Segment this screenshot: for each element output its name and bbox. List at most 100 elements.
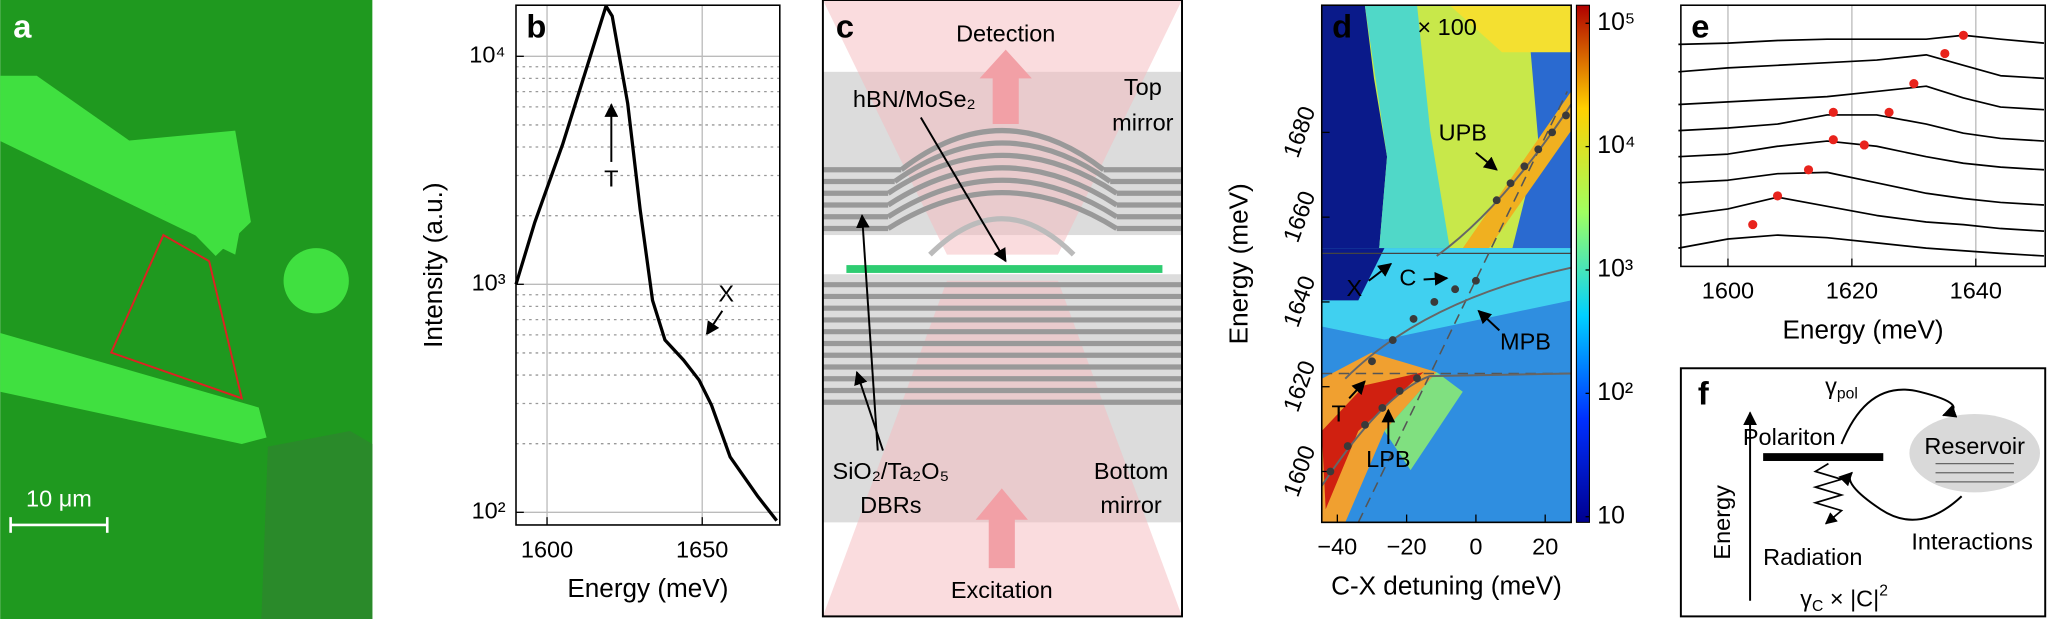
label: T — [604, 165, 618, 191]
gamma-pol: γpol — [1825, 373, 1858, 402]
pointer — [856, 214, 879, 451]
label: × |C| — [1823, 586, 1879, 612]
peak-marker — [1772, 191, 1783, 201]
plot-frame — [515, 4, 781, 526]
peak-marker — [1828, 135, 1838, 145]
panel-b-notes: T X — [604, 103, 734, 336]
heatmap — [1321, 5, 1572, 523]
dbr-top — [822, 127, 1183, 257]
beam — [822, 280, 1183, 617]
peak-marker — [1748, 220, 1758, 230]
x-tick-label: 1600 — [1702, 278, 1754, 304]
peak-marker — [1803, 165, 1814, 175]
polariton-level — [1763, 453, 1884, 461]
label: Energy — [1709, 485, 1735, 560]
flake — [0, 333, 267, 445]
x-tick-label: −40 — [1317, 534, 1357, 560]
label: DBRs — [860, 492, 921, 518]
x-tick-label: 20 — [1532, 534, 1558, 560]
plot-frame — [1680, 4, 2047, 268]
label: f — [1698, 374, 1709, 411]
data-point — [1343, 442, 1352, 450]
label: Detection — [956, 20, 1055, 46]
flake — [283, 248, 349, 314]
fit — [1344, 266, 1572, 380]
data-point — [1492, 196, 1501, 205]
label: Polariton — [1743, 424, 1836, 450]
radiation-wave — [1812, 462, 1845, 525]
label: × 100 — [1417, 14, 1476, 40]
panel-d-notes: × 100 X C T UPB MPB LPB — [1332, 14, 1551, 472]
beam — [822, 0, 1183, 255]
panel-d: −40 −20 0 20 1600 1620 1640 1660 1680 d C-X detuni… — [1224, 4, 1636, 601]
data-line — [514, 4, 778, 522]
arrow-int — [1838, 471, 1963, 521]
colorbar-label: 10⁴ — [1597, 132, 1635, 159]
region — [1321, 248, 1385, 301]
pointer — [854, 370, 884, 451]
x-axis-label: C-X detuning (meV) — [1331, 571, 1562, 601]
label: X — [1347, 275, 1363, 301]
y-axis-label: Energy (meV) — [1224, 183, 1254, 344]
region — [1321, 5, 1388, 249]
gamma-c: γC × |C|2 — [1800, 583, 1888, 616]
label: Radiation — [1763, 544, 1862, 570]
data-point — [1534, 145, 1543, 154]
panel-c: c Detection hBN/MoSe₂ Top mirror SiO₂/Ta… — [821, 0, 1183, 618]
arrow — [1423, 271, 1449, 286]
panel-a: a 10 μm — [0, 0, 373, 619]
frame — [821, 0, 1183, 618]
data-line — [1678, 196, 2045, 232]
label: γ — [1825, 373, 1837, 399]
data-point — [1326, 467, 1335, 476]
data-line — [1678, 85, 2045, 111]
flake — [124, 130, 251, 256]
peak-marker — [1909, 79, 1919, 89]
data-line — [1678, 171, 2045, 206]
region — [1321, 372, 1424, 510]
data-line — [1678, 140, 2045, 171]
label: C — [1399, 265, 1416, 291]
label: Interactions — [1911, 528, 2032, 554]
label: T — [1332, 400, 1346, 426]
arrow — [1475, 152, 1498, 171]
monolayer — [846, 265, 1163, 273]
label: γ — [1800, 586, 1812, 612]
region — [1321, 352, 1437, 523]
colorbar-label: 10² — [1597, 379, 1633, 406]
label: 2 — [1879, 583, 1888, 600]
data-point — [1451, 285, 1460, 294]
y-tick-label: 10³ — [472, 270, 506, 296]
arrow-pol — [1840, 388, 1958, 445]
arrow — [1368, 262, 1393, 282]
x-axis-label: Energy (meV) — [1783, 315, 1944, 345]
panel-label: e — [1691, 7, 1709, 44]
peak-marker — [1940, 48, 1950, 59]
region — [1364, 5, 1450, 249]
reservoir-levels — [1935, 462, 2014, 483]
peak-marker — [1859, 140, 1869, 150]
label: LPB — [1366, 446, 1410, 472]
y-tick-label: 10² — [472, 498, 506, 524]
stripes — [1103, 167, 1183, 232]
label: a — [13, 7, 32, 44]
arcs — [886, 127, 1119, 231]
label: MPB — [1500, 329, 1551, 355]
outline — [109, 233, 244, 400]
region — [1449, 5, 1572, 53]
x-tick-label: 1620 — [1826, 278, 1878, 304]
arcs — [928, 216, 1076, 257]
data-line — [1678, 53, 2045, 80]
arrow — [705, 310, 724, 336]
y-tick-label: 1680 — [1278, 103, 1320, 161]
arrow — [1348, 380, 1366, 399]
label: SiO₂/Ta₂O₅ — [833, 458, 950, 484]
label: hBN/MoSe₂ — [853, 86, 976, 112]
pointer — [919, 117, 1007, 263]
peak-marker — [1828, 107, 1838, 117]
arrow-excite — [975, 488, 1028, 569]
data-point — [1378, 403, 1387, 412]
x-tick-label: 0 — [1469, 534, 1482, 560]
colorbar — [1575, 4, 1590, 523]
flake — [261, 430, 373, 619]
